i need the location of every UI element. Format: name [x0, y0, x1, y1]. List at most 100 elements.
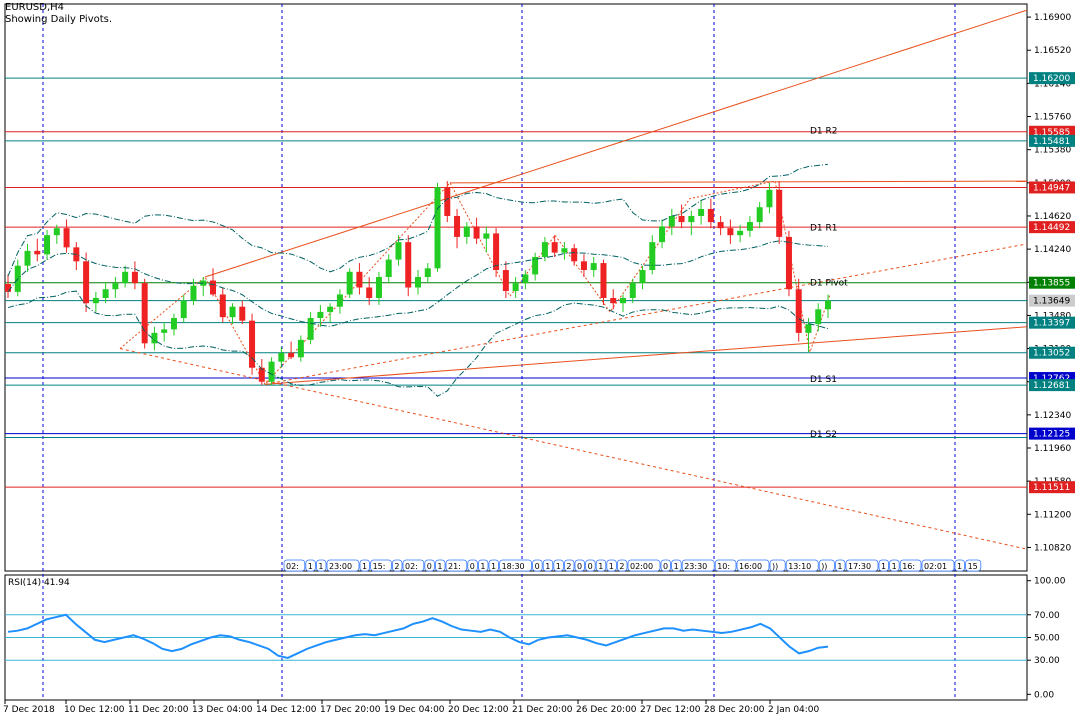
session-label: 1: [491, 562, 496, 571]
session-label: 02:: [286, 562, 299, 571]
session-box: [627, 559, 661, 572]
price-tag: [1029, 72, 1075, 85]
price-tag: [1029, 181, 1075, 194]
price-tag: [1029, 125, 1075, 138]
candle-bear: [580, 261, 587, 271]
candle-bull: [698, 208, 705, 216]
price-tag-label: 1.13397: [1033, 319, 1070, 329]
session-box: [889, 559, 900, 572]
session-label: 2: [566, 562, 571, 571]
price-tag-label: 1.15585: [1033, 128, 1070, 138]
price-tag: [1029, 276, 1075, 289]
candle-bull: [766, 189, 773, 208]
session-label: 02:00: [630, 562, 653, 571]
candle-bear: [454, 215, 461, 237]
price-tag-label: 1.13855: [1033, 279, 1070, 289]
candle-bull: [44, 235, 51, 255]
session-box: [835, 559, 846, 572]
candle-bear: [600, 263, 607, 298]
candle-bull: [649, 242, 656, 271]
time-axis-label: 7 Dec 2018: [3, 705, 55, 715]
price-tag: [1029, 427, 1075, 440]
rsi-axis-label: 50.00: [1034, 634, 1060, 644]
price-tag: [1029, 221, 1075, 234]
price-axis-label: 1.11200: [1034, 510, 1071, 520]
candle-bull: [317, 311, 324, 319]
session-box: [585, 559, 596, 572]
session-box: [878, 559, 890, 572]
session-box: [370, 559, 392, 572]
session-label: 1: [674, 562, 679, 571]
candle-bear: [551, 242, 558, 253]
candle-bull: [815, 309, 822, 325]
candle-bear: [493, 233, 500, 271]
session-box: [532, 559, 543, 572]
candle-bear: [219, 294, 226, 318]
candle-bear: [288, 352, 295, 358]
session-label: 1: [556, 562, 561, 571]
price-axis-label: 1.12340: [1034, 411, 1071, 421]
session-box: [954, 559, 966, 572]
price-tag-label: 1.13052: [1033, 349, 1070, 359]
session-box: [965, 559, 982, 572]
candle-bull: [170, 318, 177, 330]
candle-bull: [561, 248, 568, 253]
session-box: [305, 559, 316, 572]
candle-bull: [825, 300, 831, 310]
pivot-label: D1 S1: [810, 375, 837, 385]
rsi-axis-label: 30.00: [1034, 656, 1060, 666]
candle-bear: [678, 215, 685, 223]
pivot-label: D1 R2: [810, 126, 838, 136]
candle-bull: [395, 242, 402, 260]
session-label: 1: [545, 562, 550, 571]
session-label: 1: [598, 562, 603, 571]
session-label: 1: [881, 562, 886, 571]
time-axis-label: 21 Dec 20:00: [512, 705, 573, 715]
candle-bull: [522, 274, 529, 284]
candle-bull: [112, 283, 119, 290]
session-box: [617, 559, 628, 572]
time-axis-label: 19 Dec 04:00: [384, 705, 445, 715]
session-label: 1: [308, 562, 313, 571]
session-label: 0: [427, 562, 432, 571]
session-box: [283, 559, 306, 572]
session-box: [845, 559, 879, 572]
session-label: 0: [470, 562, 475, 571]
time-axis-label: 26 Dec 20:00: [576, 705, 637, 715]
price-axis-label: 1.16900: [1034, 13, 1071, 23]
session-box: [499, 559, 533, 572]
session-box: [595, 559, 607, 572]
rsi-axis-label: 70.00: [1034, 611, 1060, 621]
candle-bear: [795, 289, 802, 333]
session-label: 10:: [717, 562, 730, 571]
price-tag: [1029, 316, 1075, 329]
candle-bear: [776, 189, 783, 237]
session-box: [326, 559, 360, 572]
session-box: [542, 559, 554, 572]
candle-bear: [63, 228, 70, 248]
indicator-subtitle: Showing Daily Pivots.: [5, 14, 113, 25]
candle-bull: [463, 226, 470, 237]
candle-bull: [122, 271, 129, 284]
session-label: 0: [535, 562, 540, 571]
candle-bear: [502, 270, 509, 291]
candle-bull: [161, 329, 168, 333]
candle-bull: [512, 283, 519, 291]
candle-bull: [268, 361, 275, 382]
session-box: [606, 559, 617, 572]
price-tag-label: 1.11511: [1033, 483, 1070, 493]
session-box: [553, 559, 564, 572]
time-axis-label: 27 Dec 12:00: [640, 705, 701, 715]
candle-bear: [366, 287, 373, 298]
session-label: 1: [957, 562, 962, 571]
bollinger-middle: [7, 240, 829, 327]
session-box: [445, 559, 468, 572]
bollinger-upper: [7, 163, 829, 277]
candle-bear: [727, 228, 734, 236]
candle-bull: [590, 263, 597, 271]
session-label: 02:01: [924, 562, 947, 571]
candle-bull: [424, 268, 431, 278]
session-box: [671, 559, 682, 572]
price-tag-label: 1.13649: [1033, 297, 1070, 307]
